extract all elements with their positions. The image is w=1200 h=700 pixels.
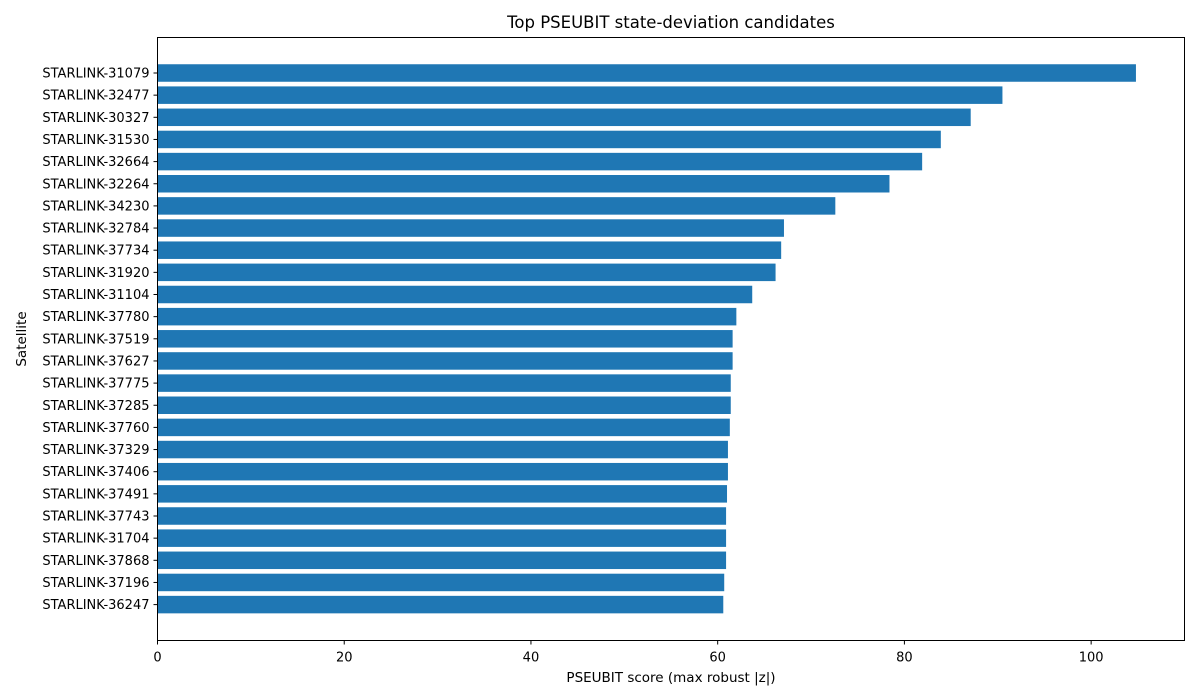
bar-starlink-36247 [157, 595, 724, 614]
y-tick-label: STARLINK-32664 [42, 155, 149, 170]
y-tick-label: STARLINK-37491 [42, 487, 149, 502]
bar-starlink-32477 [157, 86, 1003, 104]
bar-starlink-37868 [157, 551, 727, 570]
y-tick-label: STARLINK-30327 [42, 111, 149, 126]
bar-starlink-37775 [157, 374, 731, 392]
bar-starlink-37329 [157, 440, 728, 459]
bar-starlink-37760 [157, 418, 730, 437]
bar-starlink-30327 [157, 108, 971, 127]
bar-starlink-37734 [157, 241, 782, 259]
bar-starlink-37196 [157, 573, 725, 592]
x-tick-label: 100 [1079, 651, 1104, 666]
x-tick-label: 80 [896, 651, 913, 666]
y-axis-ticks: STARLINK-31079 STARLINK-32477 STARLINK-303… [42, 67, 158, 613]
y-tick-label: STARLINK-32477 [42, 89, 149, 104]
y-tick-label: STARLINK-37627 [42, 354, 149, 369]
x-tick-label: 0 [153, 651, 161, 666]
bar-starlink-32664 [157, 152, 923, 171]
x-tick-label: 20 [336, 651, 353, 666]
plot-area-frame [157, 37, 1185, 641]
y-tick-label: STARLINK-37760 [42, 421, 149, 436]
bars-group [157, 64, 1136, 614]
y-tick-label: STARLINK-31530 [42, 133, 149, 148]
y-tick-label: STARLINK-31104 [42, 288, 149, 303]
y-tick-label: STARLINK-32784 [42, 222, 149, 237]
y-tick-label: STARLINK-37775 [42, 377, 149, 392]
x-axis-ticks: 0 20 40 60 80 100 [153, 640, 1104, 666]
y-tick-label: STARLINK-31079 [42, 67, 149, 82]
bar-starlink-32784 [157, 219, 784, 237]
y-tick-label: STARLINK-37196 [42, 576, 149, 591]
y-tick-label: STARLINK-37285 [42, 399, 149, 414]
y-tick-label: STARLINK-34230 [42, 199, 149, 214]
y-tick-label: STARLINK-37868 [42, 554, 149, 569]
y-tick-label: STARLINK-36247 [42, 598, 149, 613]
bar-starlink-31920 [157, 263, 776, 282]
bar-starlink-37519 [157, 330, 733, 348]
y-tick-label: STARLINK-37743 [42, 510, 149, 525]
y-tick-label: STARLINK-31920 [42, 266, 149, 281]
x-axis-label: PSEUBIT score (max robust |z|) [566, 670, 775, 686]
bar-starlink-37491 [157, 485, 728, 503]
y-axis-label: Satellite [14, 311, 30, 366]
chart-title: Top PSEUBIT state-deviation candidates [506, 13, 835, 32]
y-tick-label: STARLINK-37734 [42, 244, 149, 259]
bar-starlink-32264 [157, 175, 890, 193]
bar-starlink-31704 [157, 529, 727, 547]
bar-starlink-31079 [157, 64, 1136, 82]
y-tick-label: STARLINK-37780 [42, 310, 149, 325]
bar-starlink-37406 [157, 462, 728, 481]
y-tick-label: STARLINK-31704 [42, 532, 149, 547]
bar-starlink-37780 [157, 307, 737, 326]
y-tick-label: STARLINK-32264 [42, 177, 149, 192]
bar-starlink-31530 [157, 130, 941, 149]
bar-starlink-31104 [157, 285, 753, 304]
y-tick-label: STARLINK-37519 [42, 332, 149, 347]
bar-starlink-37743 [157, 507, 727, 525]
x-tick-label: 40 [523, 651, 540, 666]
bar-starlink-37285 [157, 396, 731, 414]
y-tick-label: STARLINK-37329 [42, 443, 149, 458]
y-tick-label: STARLINK-37406 [42, 465, 149, 480]
bar-starlink-34230 [157, 197, 836, 215]
x-tick-label: 60 [709, 651, 726, 666]
bar-starlink-37627 [157, 352, 733, 370]
